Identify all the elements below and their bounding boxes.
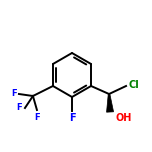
Text: F: F [11,90,17,98]
Text: Cl: Cl [128,80,139,90]
Polygon shape [107,94,114,112]
Text: F: F [69,113,75,123]
Text: OH: OH [115,113,131,123]
Text: F: F [16,104,22,112]
Text: F: F [34,113,40,122]
